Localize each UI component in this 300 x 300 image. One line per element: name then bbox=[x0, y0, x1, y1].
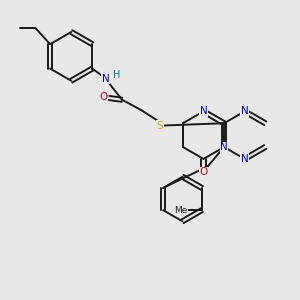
Text: O: O bbox=[100, 92, 108, 102]
Text: O: O bbox=[200, 167, 208, 177]
Text: S: S bbox=[157, 121, 163, 130]
Text: N: N bbox=[102, 74, 110, 84]
Text: N: N bbox=[200, 106, 207, 116]
Text: N: N bbox=[241, 106, 249, 116]
Text: N: N bbox=[241, 154, 249, 164]
Text: H: H bbox=[113, 70, 121, 80]
Text: N: N bbox=[220, 142, 228, 152]
Text: Me: Me bbox=[174, 206, 187, 215]
